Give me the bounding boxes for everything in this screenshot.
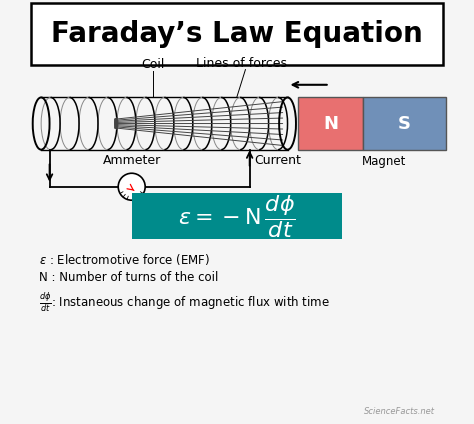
Text: ScienceFacts.net: ScienceFacts.net [364, 407, 435, 416]
Text: Lines of forces: Lines of forces [196, 57, 287, 70]
FancyBboxPatch shape [31, 3, 443, 64]
Bar [298, 98, 364, 150]
Text: $\varepsilon = -\mathrm{N}\,\dfrac{d\phi}{dt}$: $\varepsilon = -\mathrm{N}\,\dfrac{d\phi… [178, 193, 296, 240]
Circle shape [118, 173, 145, 200]
Bar [364, 98, 446, 150]
Text: Coil: Coil [141, 58, 164, 71]
Text: $\frac{d\phi}{dt}$: Instaneous change of magnetic flux with time: $\frac{d\phi}{dt}$: Instaneous change of… [39, 290, 330, 314]
Text: N : Number of turns of the coil: N : Number of turns of the coil [39, 271, 219, 284]
Text: Magnet: Magnet [362, 155, 407, 168]
Text: Ammeter: Ammeter [102, 154, 161, 167]
Text: Current: Current [255, 154, 301, 167]
Text: S: S [398, 114, 411, 133]
Text: $\varepsilon$ : Electromotive force (EMF): $\varepsilon$ : Electromotive force (EMF… [39, 252, 210, 267]
Text: N: N [323, 114, 338, 133]
Text: Faraday’s Law Equation: Faraday’s Law Equation [51, 20, 423, 48]
FancyBboxPatch shape [132, 193, 342, 240]
